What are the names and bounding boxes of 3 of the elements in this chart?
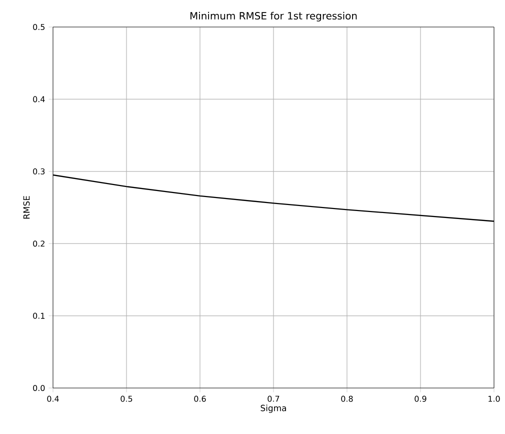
x-axis-title: Sigma [260, 404, 286, 413]
chart-title: Minimum RMSE for 1st regression [190, 12, 357, 22]
y-axis-title: RMSE [23, 196, 30, 219]
